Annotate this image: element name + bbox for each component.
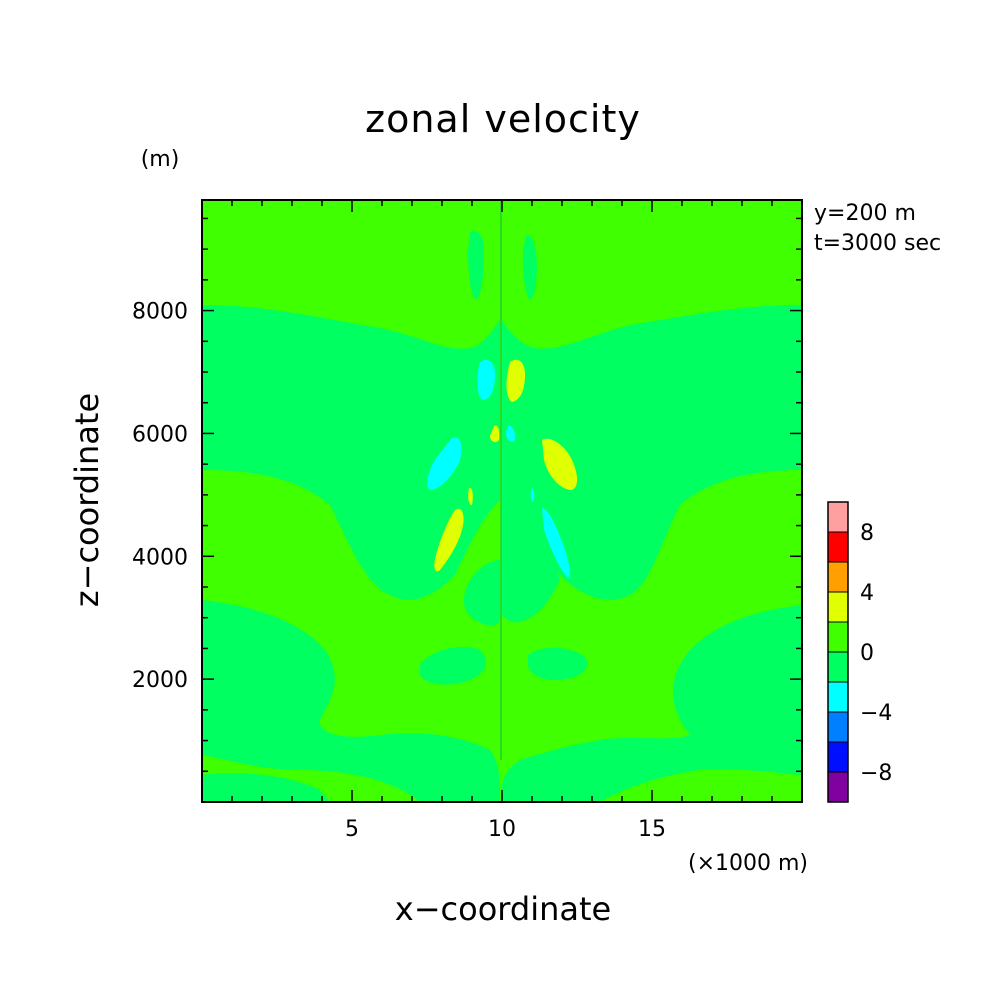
y-axis-label: z−coordinate	[68, 393, 106, 607]
field-negative-lower	[776, 712, 802, 736]
colorbar-frame	[827, 501, 849, 803]
field-positive-lobe	[506, 359, 526, 402]
annotation-t: t=3000 sec	[814, 231, 941, 256]
field-negative-lower	[202, 715, 230, 737]
colorbar-tick-label: 4	[860, 581, 874, 606]
colorbar-tick-label: −4	[860, 701, 892, 726]
colorbar-swatch	[827, 741, 849, 773]
y-tick-label: 6000	[132, 422, 188, 447]
field-positive-lobe	[542, 438, 578, 490]
field-lower-lobe	[527, 647, 588, 681]
field-negative-lobe	[427, 437, 462, 490]
colorbar-tick-label: 8	[860, 521, 874, 546]
x-axis-label: x−coordinate	[395, 890, 611, 928]
field-negative-lobe	[542, 508, 571, 578]
field-negative-lobe	[506, 425, 516, 442]
colorbar-tick-label: 0	[860, 641, 874, 666]
field-negative-lobe	[477, 359, 496, 400]
colorbar-swatch	[827, 531, 849, 563]
colorbar-swatch	[827, 591, 849, 623]
x-unit-label: (×1000 m)	[688, 851, 808, 876]
field-negative-band	[202, 304, 500, 600]
y-tick-label: 2000	[132, 668, 188, 693]
field-central-column	[502, 420, 560, 623]
field-positive-lobe	[468, 487, 473, 506]
y-unit-label: (m)	[141, 147, 180, 172]
y-tick-label: 4000	[132, 545, 188, 570]
colorbar-swatch	[827, 681, 849, 713]
field-upper-lobe	[522, 235, 537, 300]
annotation-y: y=200 m	[814, 201, 916, 226]
colorbar-swatch	[827, 621, 849, 653]
axes: 5 10 15 2000 4000 6000 8000	[132, 200, 802, 842]
field-negative-lobe	[530, 488, 535, 502]
y-tick-label: 8000	[132, 300, 188, 325]
field-central-column	[463, 560, 500, 626]
field-upper-lobe	[468, 230, 484, 300]
colorbar: −8 −4 0 4 8	[827, 501, 892, 803]
x-tick-label: 10	[488, 817, 516, 842]
plot-area	[201, 199, 803, 803]
colorbar-swatch	[827, 501, 849, 533]
colorbar-swatch	[827, 711, 849, 743]
colorbar-swatch	[827, 771, 849, 803]
field-negative-lower	[502, 605, 802, 802]
field-positive-lobe	[490, 425, 500, 443]
colorbar-swatch	[827, 651, 849, 683]
x-tick-label: 15	[638, 817, 666, 842]
x-tick-label: 5	[345, 817, 359, 842]
colorbar-swatch	[827, 561, 849, 593]
field-negative-lower	[202, 600, 500, 802]
field-negative-band	[502, 304, 802, 600]
chart-title: zonal velocity	[365, 97, 641, 141]
colorbar-tick-label: −8	[860, 761, 892, 786]
field-positive-lobe	[434, 508, 464, 572]
field-lower-lobe	[420, 646, 486, 685]
